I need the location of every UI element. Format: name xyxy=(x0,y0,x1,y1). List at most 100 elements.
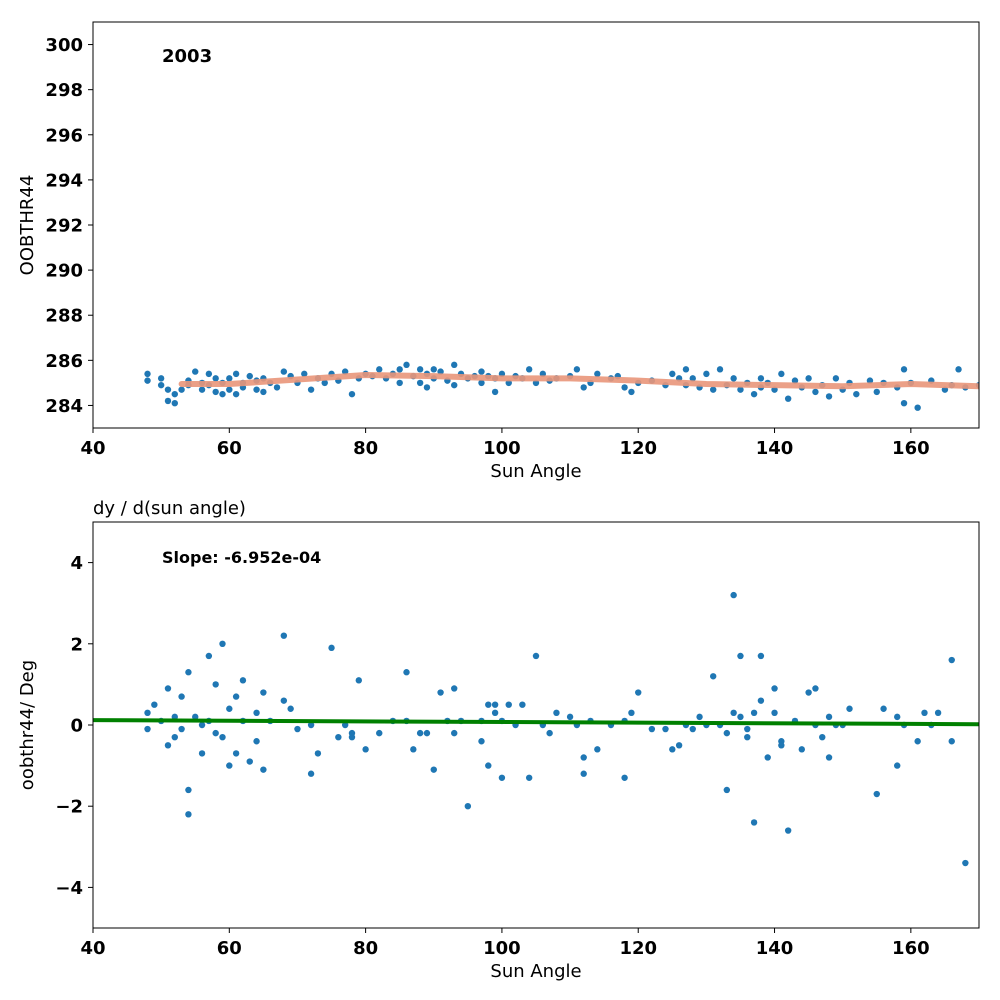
data-point xyxy=(744,733,751,741)
data-point xyxy=(846,705,853,712)
data-point xyxy=(430,766,437,773)
data-point xyxy=(573,366,581,373)
data-point xyxy=(757,375,765,382)
data-point xyxy=(164,685,172,692)
data-point xyxy=(348,390,356,398)
data-point xyxy=(955,366,962,373)
x-tick-label: 60 xyxy=(217,938,242,959)
data-point xyxy=(491,701,499,708)
data-point xyxy=(737,652,744,660)
data-point xyxy=(164,742,172,749)
data-point xyxy=(962,859,969,867)
data-point xyxy=(335,733,342,741)
data-point xyxy=(178,725,185,733)
data-point xyxy=(757,697,765,704)
data-point xyxy=(491,388,499,396)
data-point xyxy=(771,685,778,692)
data-point xyxy=(635,689,642,696)
data-point xyxy=(198,386,206,393)
data-point xyxy=(914,738,921,745)
data-point xyxy=(212,375,219,382)
x-tick-label: 60 xyxy=(217,438,242,459)
data-point xyxy=(348,729,356,737)
data-point xyxy=(778,742,785,749)
data-point xyxy=(192,368,199,375)
data-point xyxy=(873,790,880,798)
data-point xyxy=(226,705,233,712)
data-point xyxy=(185,786,192,794)
chart-panel-1: 40 60 80 100 120 140 160 284 286 288 290 292 294 296 2… xyxy=(17,21,980,482)
x-tick-label: 160 xyxy=(892,438,930,459)
data-point xyxy=(192,713,199,721)
data-point xyxy=(144,725,151,733)
data-point xyxy=(151,701,158,708)
data-point xyxy=(594,370,601,378)
chart-panel-2: 40 60 80 100 120 140 160 −4 −2 0 2 4 Sun Angle oobthr… xyxy=(17,498,980,982)
data-point xyxy=(784,395,792,402)
data-point xyxy=(232,693,240,700)
data-point xyxy=(260,388,267,396)
data-point xyxy=(485,762,492,769)
data-point xyxy=(621,384,628,391)
data-point xyxy=(948,738,955,745)
y-tick-label: 4 xyxy=(70,553,83,574)
y-tick-label: 298 xyxy=(45,80,83,101)
data-point xyxy=(294,725,301,733)
data-point xyxy=(164,386,172,393)
data-point xyxy=(900,366,908,373)
data-point xyxy=(505,701,512,708)
data-point xyxy=(812,388,819,396)
y-axis-label: oobthr44/ Deg xyxy=(17,660,38,790)
data-point xyxy=(280,697,288,704)
data-point xyxy=(491,709,499,717)
data-point xyxy=(212,729,219,737)
data-point xyxy=(669,746,676,753)
data-point xyxy=(437,689,444,696)
data-point xyxy=(730,375,737,382)
data-point xyxy=(212,681,219,688)
y-tick-label: −2 xyxy=(55,797,83,818)
data-point xyxy=(723,786,731,794)
data-point xyxy=(485,701,492,708)
data-point xyxy=(164,397,172,405)
chart-annotation: 2003 xyxy=(162,46,212,67)
data-point xyxy=(253,738,260,745)
data-point xyxy=(430,366,437,373)
data-point xyxy=(832,375,840,382)
data-point xyxy=(553,709,560,717)
data-point xyxy=(784,827,792,834)
data-point xyxy=(171,390,178,398)
y-tick-label: 0 xyxy=(70,716,83,737)
x-axis-label: Sun Angle xyxy=(490,961,581,982)
data-point xyxy=(416,729,424,737)
x-tick-label: 120 xyxy=(619,438,657,459)
data-point xyxy=(219,733,226,741)
data-point xyxy=(934,709,942,717)
data-point xyxy=(873,388,880,396)
data-point xyxy=(219,640,226,647)
x-tick-label: 140 xyxy=(756,938,794,959)
data-point xyxy=(648,725,656,733)
data-point xyxy=(737,386,744,393)
data-point xyxy=(416,366,424,373)
x-tick-label: 80 xyxy=(353,938,378,959)
data-point xyxy=(689,375,696,382)
data-point xyxy=(307,721,315,729)
data-point xyxy=(771,709,778,717)
data-point xyxy=(226,762,233,769)
data-point xyxy=(764,754,771,761)
data-point xyxy=(805,689,812,696)
chart-title: dy / d(sun angle) xyxy=(93,498,246,519)
data-point xyxy=(178,386,185,393)
y-tick-label: 294 xyxy=(45,170,83,191)
data-point xyxy=(185,669,192,676)
data-point xyxy=(580,754,587,761)
data-point xyxy=(171,399,178,407)
data-point xyxy=(682,366,690,373)
data-point xyxy=(205,652,213,660)
data-point xyxy=(921,709,928,717)
data-point xyxy=(525,774,533,781)
data-point xyxy=(219,390,226,398)
data-point xyxy=(328,644,335,652)
